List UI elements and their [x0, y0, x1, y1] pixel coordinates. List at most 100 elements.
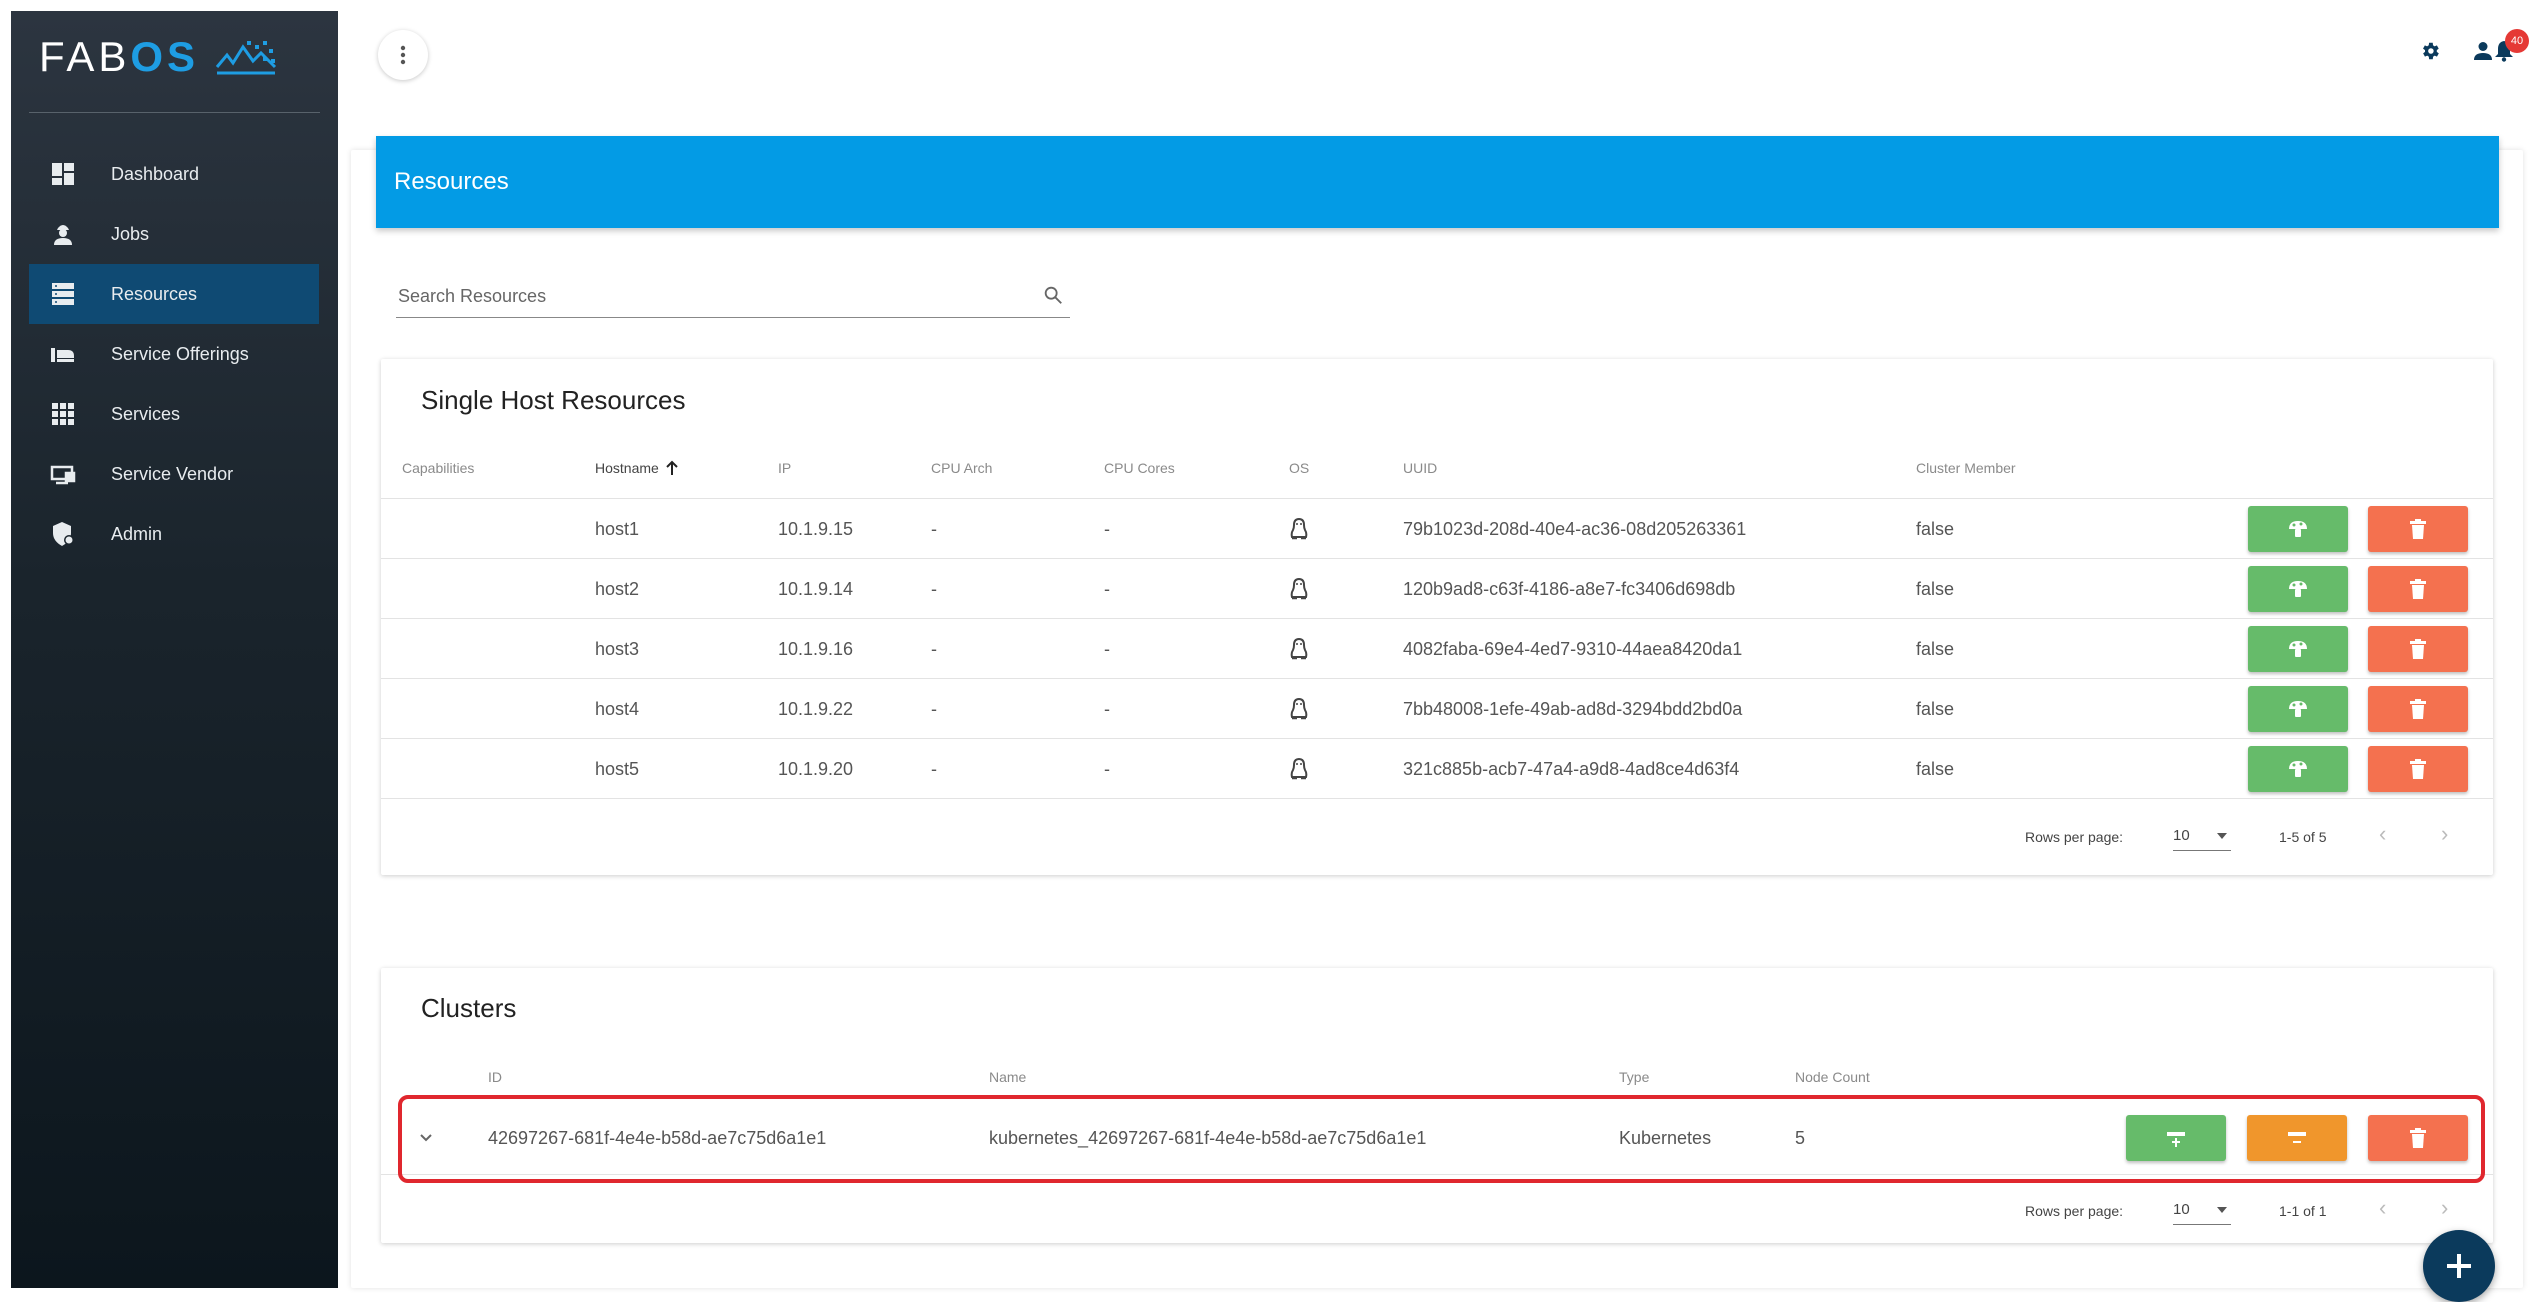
offering-icon	[49, 340, 77, 368]
delete-button[interactable]	[2368, 746, 2468, 792]
cpu-cores-cell: -	[1104, 758, 1110, 779]
delete-cluster-button[interactable]	[2368, 1115, 2468, 1161]
sidebar-item-service-offerings[interactable]: Service Offerings	[29, 324, 319, 384]
search-icon[interactable]	[1042, 284, 1064, 306]
cluster-id-cell: 42697267-681f-4e4e-b58d-ae7c75d6a1e1	[488, 1127, 827, 1148]
sidebar-item-dashboard[interactable]: Dashboard	[29, 144, 319, 204]
column-header[interactable]: Type	[1619, 1069, 1650, 1085]
prev-page-icon[interactable]: ‹	[2379, 821, 2387, 846]
logo-main: FAB	[39, 33, 131, 80]
column-header[interactable]: Node Count	[1795, 1069, 1870, 1085]
cluster-member-cell: false	[1916, 758, 1955, 779]
worker-icon	[49, 220, 77, 248]
cluster-member-cell: false	[1916, 698, 1955, 719]
sidebar-item-label: Jobs	[111, 223, 150, 244]
sidebar-nav: Dashboard Jobs Resources Service Offerin…	[29, 144, 319, 564]
account-button-visible[interactable]	[2468, 36, 2498, 66]
logo-accent: OS	[130, 33, 200, 80]
prev-page-icon[interactable]: ‹	[2379, 1195, 2387, 1220]
delete-button[interactable]	[2368, 686, 2468, 732]
mushroom-icon	[2289, 521, 2307, 537]
mushroom-icon	[2289, 761, 2307, 777]
sidebar-item-resources[interactable]: Resources	[29, 264, 319, 324]
node-count-cell: 5	[1795, 1127, 1806, 1148]
column-header[interactable]: CPU Arch	[931, 460, 993, 476]
single-host-title: Single Host Resources	[421, 385, 686, 415]
cluster-member-cell: false	[1916, 518, 1955, 539]
more-menu-button[interactable]	[378, 30, 428, 80]
hostname-cell: host1	[595, 518, 640, 539]
ip-cell: 10.1.9.16	[778, 638, 854, 659]
logo-mark-icon	[215, 41, 277, 75]
ip-cell: 10.1.9.14	[778, 578, 854, 599]
column-header[interactable]: ID	[488, 1069, 502, 1085]
mushroom-icon	[2289, 581, 2307, 597]
os-cell	[1290, 619, 1308, 679]
add-resource-fab[interactable]	[2423, 1230, 2495, 1302]
column-header[interactable]: Capabilities	[402, 460, 475, 476]
highlight-box	[398, 1095, 2485, 1183]
delete-button[interactable]	[2368, 566, 2468, 612]
column-header-hostname[interactable]: Hostname	[595, 460, 679, 476]
sidebar-item-services[interactable]: Services	[29, 384, 319, 444]
uuid-cell: 120b9ad8-c63f-4186-a8e7-fc3406d698db	[1403, 578, 1736, 599]
delete-button[interactable]	[2368, 626, 2468, 672]
hostname-cell: host4	[595, 698, 640, 719]
cluster-name-cell: kubernetes_42697267-681f-4e4e-b58d-ae7c7…	[989, 1127, 1427, 1148]
dashboard-icon	[49, 160, 77, 188]
assign-service-button[interactable]	[2248, 686, 2348, 732]
sidebar-item-jobs[interactable]: Jobs	[29, 204, 319, 264]
add-node-icon	[2167, 1132, 2185, 1147]
pagination-range: 1-5 of 5	[2279, 829, 2327, 845]
expand-row-button[interactable]	[419, 1102, 433, 1174]
rows-per-page-select[interactable]: 10	[2173, 821, 2231, 851]
cpu-arch-cell: -	[931, 578, 937, 599]
linux-icon	[1290, 518, 1308, 540]
plus-icon	[2447, 1254, 2471, 1278]
os-cell	[1290, 739, 1308, 799]
notifications-button[interactable]: 40	[2489, 29, 2529, 66]
sidebar-item-service-vendor[interactable]: Service Vendor	[29, 444, 319, 504]
cluster-member-cell: false	[1916, 638, 1955, 659]
mushroom-icon	[2289, 701, 2307, 717]
trash-icon	[2410, 699, 2426, 719]
delete-button[interactable]	[2368, 506, 2468, 552]
server-icon	[49, 280, 77, 308]
sidebar-divider	[29, 112, 320, 113]
pagination-range: 1-1 of 1	[2279, 1203, 2327, 1219]
column-header[interactable]: Name	[989, 1069, 1027, 1085]
logo[interactable]: FABOS	[39, 33, 279, 81]
cpu-cores-cell: -	[1104, 638, 1110, 659]
assign-service-button[interactable]	[2248, 746, 2348, 792]
cpu-cores-cell: -	[1104, 518, 1110, 539]
linux-icon	[1290, 698, 1308, 720]
sidebar-item-label: Service Vendor	[111, 463, 234, 484]
remove-node-button[interactable]	[2247, 1115, 2347, 1161]
column-header[interactable]: OS	[1289, 460, 1310, 476]
uuid-cell: 79b1023d-208d-40e4-ac36-08d205263361	[1403, 518, 1747, 539]
sidebar-item-admin[interactable]: Admin	[29, 504, 319, 564]
cpu-cores-cell: -	[1104, 698, 1110, 719]
clusters-panel: Clusters ID Name Type Node Count 4269726…	[381, 968, 2493, 1243]
add-node-button[interactable]	[2126, 1115, 2226, 1161]
assign-service-button[interactable]	[2248, 626, 2348, 672]
os-cell	[1290, 679, 1308, 739]
sidebar-item-label: Admin	[111, 523, 163, 544]
next-page-icon[interactable]: ›	[2441, 821, 2449, 846]
linux-icon	[1290, 638, 1308, 660]
person-icon	[2474, 42, 2492, 60]
assign-service-button[interactable]	[2248, 506, 2348, 552]
assign-service-button[interactable]	[2248, 566, 2348, 612]
next-page-icon[interactable]: ›	[2441, 1195, 2449, 1220]
column-header[interactable]: CPU Cores	[1104, 460, 1175, 476]
ip-cell: 10.1.9.15	[778, 518, 854, 539]
column-header[interactable]: Cluster Member	[1916, 460, 2016, 476]
column-header[interactable]: IP	[778, 460, 792, 476]
single-host-panel: Single Host Resources Capabilities Hostn…	[381, 359, 2493, 875]
linux-icon	[1290, 758, 1308, 780]
table-row: host5 10.1.9.20 - - 321c885b-acb7-47a4-a…	[381, 738, 2493, 798]
search-input[interactable]	[396, 278, 1016, 314]
column-header[interactable]: UUID	[1403, 460, 1438, 476]
rows-per-page-select[interactable]: 10	[2173, 1195, 2231, 1225]
settings-button[interactable]	[2415, 36, 2445, 66]
